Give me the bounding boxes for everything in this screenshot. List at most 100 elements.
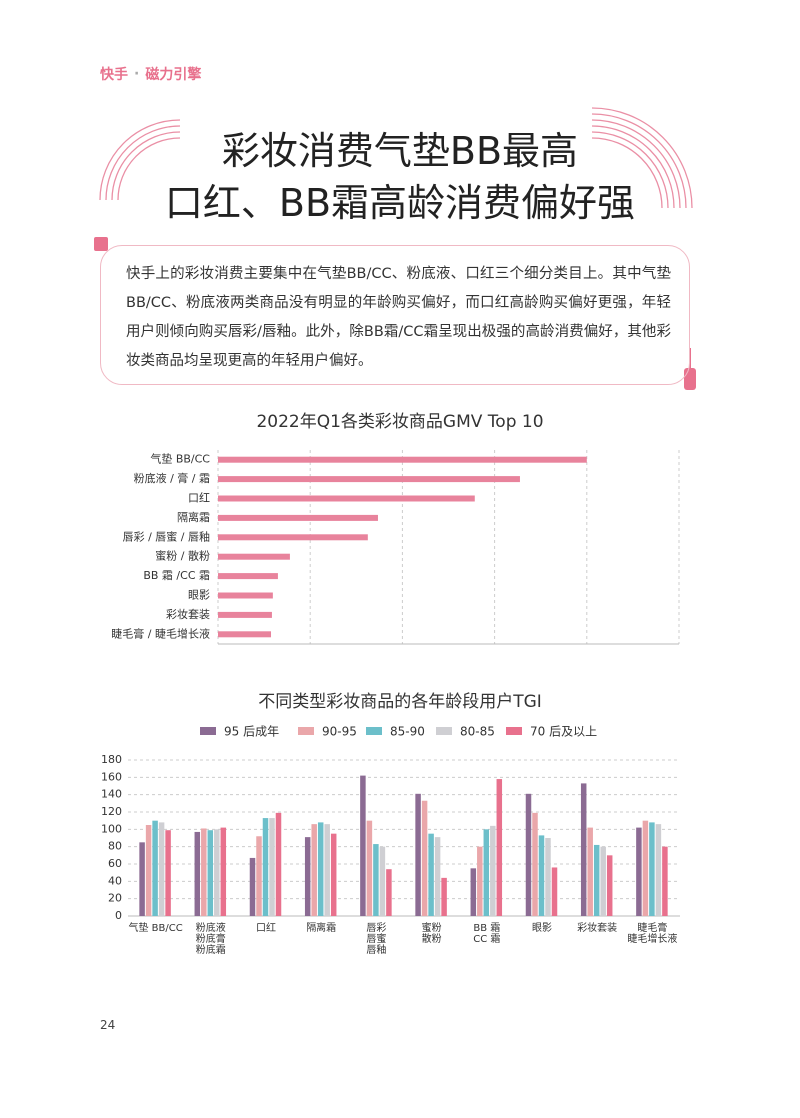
bar	[145, 825, 152, 916]
bar	[256, 836, 262, 916]
x-tick-label: 蜜粉	[422, 921, 442, 934]
page-number: 24	[100, 1018, 116, 1032]
legend-swatch	[366, 727, 382, 735]
x-tick-label: CC 霜	[473, 933, 500, 945]
x-tick-label: 口红	[256, 921, 276, 934]
bar	[262, 818, 269, 916]
x-tick-label: 粉底膏	[196, 932, 226, 945]
bar	[218, 573, 278, 580]
y-tick-label: 隔离霜	[177, 510, 210, 524]
bar	[415, 793, 421, 916]
legend-label: 95 后成年	[224, 725, 279, 739]
legend-swatch	[298, 727, 314, 735]
y-tick-label: 60	[108, 857, 122, 870]
legend-swatch	[200, 727, 216, 735]
bar	[587, 827, 593, 916]
bar	[218, 495, 475, 502]
bar	[441, 877, 447, 916]
bar	[600, 846, 606, 916]
bar	[218, 631, 272, 638]
bar	[662, 846, 668, 916]
bar	[218, 476, 520, 483]
bar	[249, 857, 256, 916]
bar	[606, 855, 613, 916]
bar	[218, 456, 587, 463]
title-line: 彩妆消费气垫BB最高	[221, 129, 579, 173]
bar	[139, 842, 145, 916]
x-tick-label: 唇蜜	[366, 932, 386, 945]
bar	[655, 824, 662, 916]
bar	[324, 824, 330, 916]
bar	[218, 611, 272, 618]
x-tick-label: 唇彩	[366, 922, 386, 934]
title-line: 口红、BB霜高龄消费偏好强	[164, 181, 636, 225]
bar	[434, 837, 441, 916]
bar	[580, 783, 587, 916]
bar	[545, 838, 551, 916]
bar	[360, 775, 366, 916]
bar	[379, 846, 386, 916]
y-tick-label: 100	[101, 822, 122, 835]
bar	[194, 831, 201, 916]
bar	[311, 824, 317, 916]
y-tick-label: 80	[108, 840, 122, 853]
bar	[551, 867, 558, 916]
legend-swatch	[506, 727, 522, 735]
y-tick-label: BB 霜 /CC 霜	[143, 569, 210, 582]
x-tick-label: 粉底霜	[196, 943, 226, 956]
y-tick-label: 粉底液 / 膏 / 霜	[134, 471, 210, 485]
bar	[207, 830, 214, 916]
bar	[269, 818, 275, 916]
brand-left: 快手	[100, 67, 128, 83]
bar	[317, 822, 324, 916]
y-tick-label: 20	[108, 892, 122, 905]
separator: ·	[134, 66, 140, 82]
y-tick-label: 彩妆套装	[166, 608, 210, 621]
bar	[428, 833, 434, 916]
y-tick-label: 唇彩 / 唇蜜 / 唇釉	[123, 529, 210, 543]
bar	[218, 553, 290, 560]
bar	[152, 820, 158, 916]
bar	[366, 820, 373, 916]
bar	[158, 822, 165, 916]
bar	[490, 825, 496, 916]
y-tick-label: 气垫 BB/CC	[150, 452, 210, 466]
chart-title: 不同类型彩妆商品的各年龄段用户TGI	[258, 692, 542, 712]
bar	[593, 844, 600, 916]
y-tick-label: 0	[115, 909, 122, 922]
y-tick-label: 160	[101, 770, 122, 783]
brand-right: 磁力引擎	[145, 67, 202, 83]
legend-label: 80-85	[460, 725, 495, 739]
description: 快手上的彩妆消费主要集中在气垫BB/CC、粉底液、口红三个细分类目上。其中气垫B…	[126, 266, 671, 369]
x-tick-label: 气垫 BB/CC	[128, 921, 182, 934]
bar	[642, 820, 649, 916]
bar	[218, 534, 368, 541]
x-tick-label: 唇釉	[366, 943, 386, 956]
chart-title: 2022年Q1各类彩妆商品GMV Top 10	[256, 412, 543, 432]
bar	[421, 800, 428, 916]
bar	[220, 827, 227, 916]
bar	[165, 830, 171, 916]
legend-label: 85-90	[390, 725, 425, 739]
legend-label: 90-95	[322, 725, 357, 739]
y-tick-label: 180	[101, 753, 122, 766]
y-tick-label: 120	[101, 805, 122, 818]
x-tick-label: BB 霜	[473, 922, 500, 934]
y-tick-label: 睫毛膏 / 睫毛增长液	[111, 626, 210, 640]
bar	[201, 828, 207, 916]
bar	[218, 592, 273, 599]
bar	[636, 827, 642, 916]
y-tick-label: 口红	[188, 492, 210, 505]
bag-icon	[94, 237, 108, 251]
y-tick-label: 140	[101, 788, 122, 801]
y-tick-label: 蜜粉 / 散粉	[155, 549, 210, 563]
bar	[218, 514, 378, 521]
legend-swatch	[436, 727, 452, 735]
bar	[483, 829, 490, 916]
bar	[330, 833, 337, 916]
bar	[214, 829, 220, 916]
description-box	[100, 245, 690, 385]
bar	[496, 779, 503, 916]
